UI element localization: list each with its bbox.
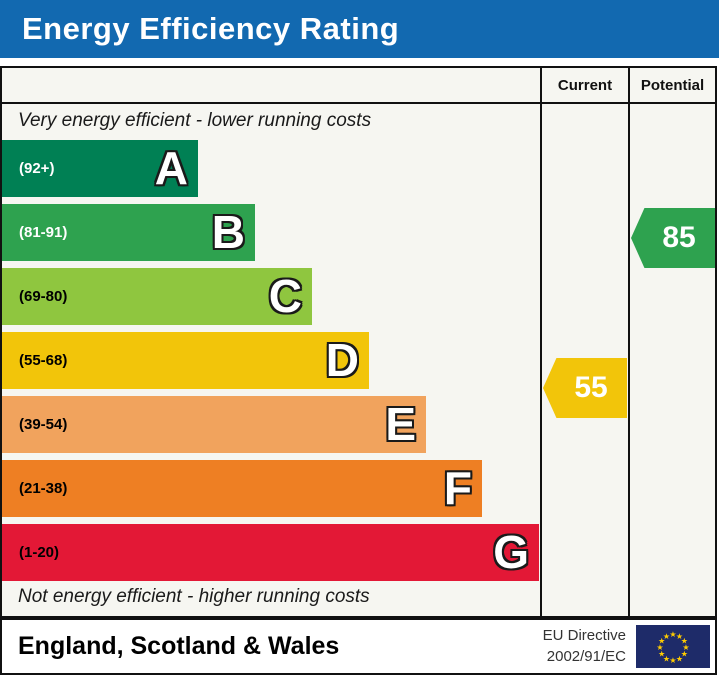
band-row-b: (81-91) B [2, 204, 255, 261]
band-letter: D [325, 334, 359, 386]
svg-text:★: ★ [658, 650, 665, 659]
svg-text:★: ★ [676, 655, 683, 664]
svg-text:★: ★ [663, 655, 670, 664]
svg-text:★: ★ [663, 632, 670, 641]
eu-directive-line2: 2002/91/EC [546, 647, 626, 665]
band-range-label: (55-68) [19, 352, 68, 369]
band-letter: E [385, 398, 416, 450]
band-letter: A [154, 142, 188, 194]
band-letter: G [493, 526, 529, 578]
eu-flag-icon: ★ ★ ★ ★ ★ ★ ★ ★ ★ ★ ★ ★ [636, 625, 710, 668]
band-range-label: (21-38) [19, 480, 68, 497]
footer-bar: England, Scotland & Wales EU Directive 2… [0, 618, 717, 675]
band-range-label: (1-20) [19, 544, 60, 561]
directive-group: EU Directive 2002/91/EC ★ ★ ★ ★ ★ ★ ★ ★ … [543, 625, 715, 668]
chart-title: Energy Efficiency Rating [22, 11, 400, 46]
svg-text:★: ★ [682, 643, 689, 652]
svg-text:★: ★ [681, 650, 688, 659]
current-rating-pointer: 55 [543, 358, 627, 418]
column-header-current: Current [557, 76, 613, 94]
band-letter: B [211, 206, 245, 258]
svg-text:★: ★ [656, 643, 663, 652]
band-row-e: (39-54) E [2, 396, 426, 453]
svg-text:★: ★ [681, 637, 688, 646]
current-rating-value: 55 [574, 371, 608, 404]
header-divider [2, 102, 715, 104]
top-note: Very energy efficient - lower running co… [18, 110, 372, 131]
svg-text:★: ★ [658, 637, 665, 646]
band-row-c: (69-80) C [2, 268, 312, 325]
potential-rating-value: 85 [662, 221, 696, 254]
band-range-label: (92+) [19, 160, 55, 177]
band-letter: C [268, 270, 302, 322]
band-row-d: (55-68) D [2, 332, 369, 389]
band-row-f: (21-38) F [2, 460, 482, 517]
band-range-label: (81-91) [19, 224, 68, 241]
svg-text:★: ★ [669, 630, 676, 639]
band-row-g: (1-20) G [2, 524, 539, 581]
eu-directive-text: EU Directive 2002/91/EC [543, 626, 626, 667]
chart-title-bar: Energy Efficiency Rating [0, 0, 719, 58]
band-range-label: (39-54) [19, 416, 68, 433]
band-letter: F [443, 462, 472, 514]
column-divider-current [540, 68, 542, 616]
band-row-a: (92+) A [2, 140, 198, 197]
region-label: England, Scotland & Wales [18, 632, 340, 660]
column-header-potential: Potential [640, 76, 705, 94]
band-range-label: (69-80) [19, 288, 68, 305]
rating-table: Current Potential Very energy efficient … [0, 66, 717, 618]
potential-rating-pointer: 85 [631, 208, 715, 268]
column-divider-potential [628, 68, 630, 616]
bottom-note: Not energy efficient - higher running co… [18, 586, 370, 607]
eu-directive-line1: EU Directive [542, 627, 626, 645]
svg-text:★: ★ [676, 632, 683, 641]
svg-text:★: ★ [669, 656, 676, 665]
